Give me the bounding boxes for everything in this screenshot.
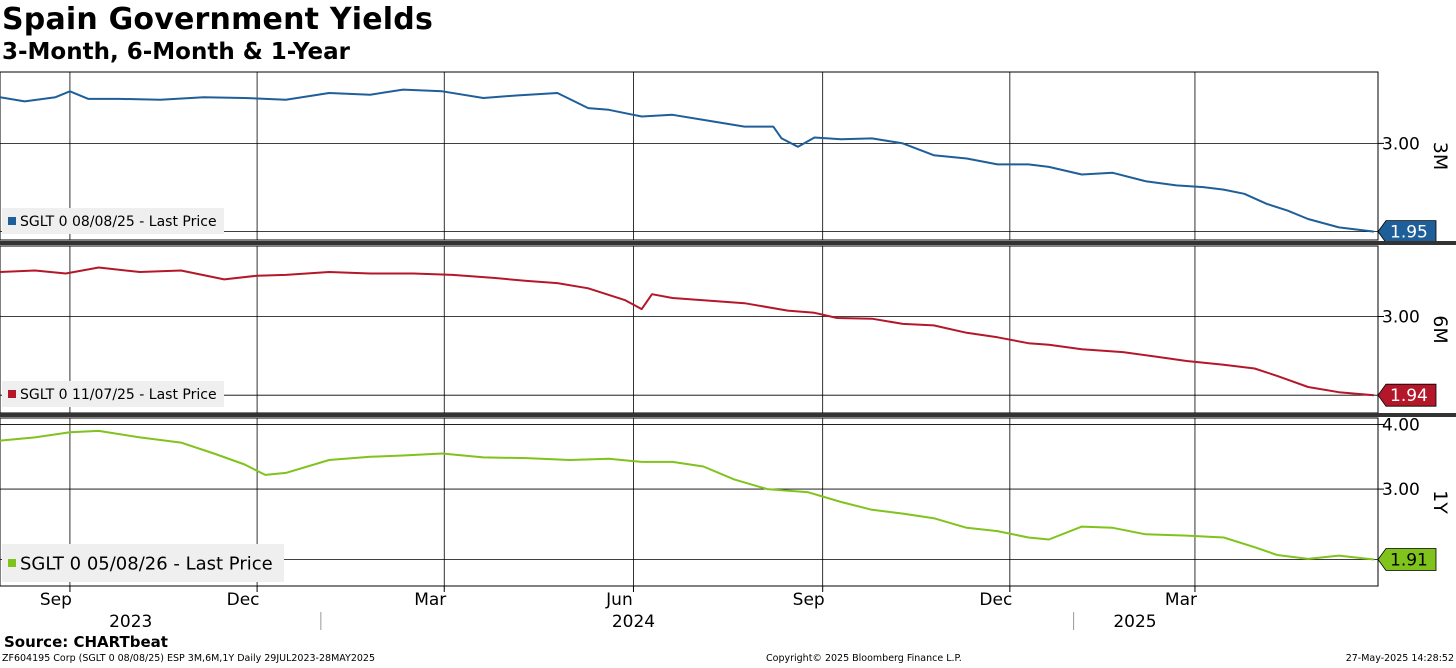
y-tick-label: 3.00 (1382, 134, 1420, 154)
last-value-tag (1377, 220, 1437, 243)
legend-swatch (8, 390, 16, 398)
series-line-3m (0, 88, 1375, 233)
last-value-label: 1.95 (1390, 223, 1428, 243)
x-year-label: 2025 (1113, 612, 1156, 632)
x-tick-label: Mar (414, 590, 446, 610)
last-value-label: 1.91 (1390, 551, 1428, 571)
panel-3m: 3.00 1.95 3M SGLT 0 08/08/25 - Last Price (0, 71, 1451, 243)
panel-6m: 3.00 1.94 6M SGLT 0 11/07/25 - Last Price (0, 245, 1451, 414)
panel-frame (0, 71, 1379, 241)
last-value-label: 1.94 (1390, 386, 1428, 406)
footer-timestamp: 27-May-2025 14:28:52 (1345, 653, 1454, 664)
x-tick-label: Sep (40, 590, 72, 610)
x-tick-label: Mar (1165, 590, 1197, 610)
panel-label-1y: 1Y (1429, 490, 1451, 514)
panel-1y: 4.00 3.00 1.91 1Y SGLT 0 05/08/26 - Last Pri… (0, 415, 1451, 587)
y-tick-label: 3.00 (1382, 308, 1420, 328)
last-value-tag (1377, 383, 1437, 407)
x-tick-label: Jun (605, 590, 633, 610)
chart-title: Spain Government Yields (2, 2, 434, 37)
legend-label: SGLT 0 05/08/26 - Last Price (20, 553, 273, 574)
footer-copyright: Copyright© 2025 Bloomberg Finance L.P. (766, 653, 962, 664)
series-line-1y (0, 429, 1375, 561)
legend-box (2, 381, 224, 407)
x-tick-label: Sep (793, 590, 825, 610)
panel-frame (0, 417, 1379, 587)
legend-label: SGLT 0 08/08/25 - Last Price (20, 214, 217, 230)
legend-box (2, 208, 224, 234)
legend-swatch (8, 217, 16, 225)
x-tick-label: Dec (227, 590, 260, 610)
series-line-6m (0, 266, 1374, 397)
source-note: Source: CHARTbeat (4, 633, 168, 651)
x-year-label: 2023 (109, 612, 152, 632)
legend-swatch (8, 559, 16, 567)
last-value-tag (1377, 548, 1437, 571)
footer-security-info: ZF604195 Corp (SGLT 0 08/08/25) ESP 3M,6… (2, 653, 376, 664)
x-tick-label: Dec (979, 590, 1012, 610)
legend-box (2, 544, 284, 582)
panel-label-6m: 6M (1429, 315, 1451, 343)
x-year-label: 2024 (612, 612, 655, 632)
legend-label: SGLT 0 11/07/25 - Last Price (20, 387, 217, 403)
y-tick-label: 3.00 (1382, 480, 1420, 500)
panel-label-3m: 3M (1429, 142, 1451, 170)
chart-subtitle: 3-Month, 6-Month & 1-Year (2, 39, 350, 65)
y-tick-label: 4.00 (1382, 415, 1420, 435)
